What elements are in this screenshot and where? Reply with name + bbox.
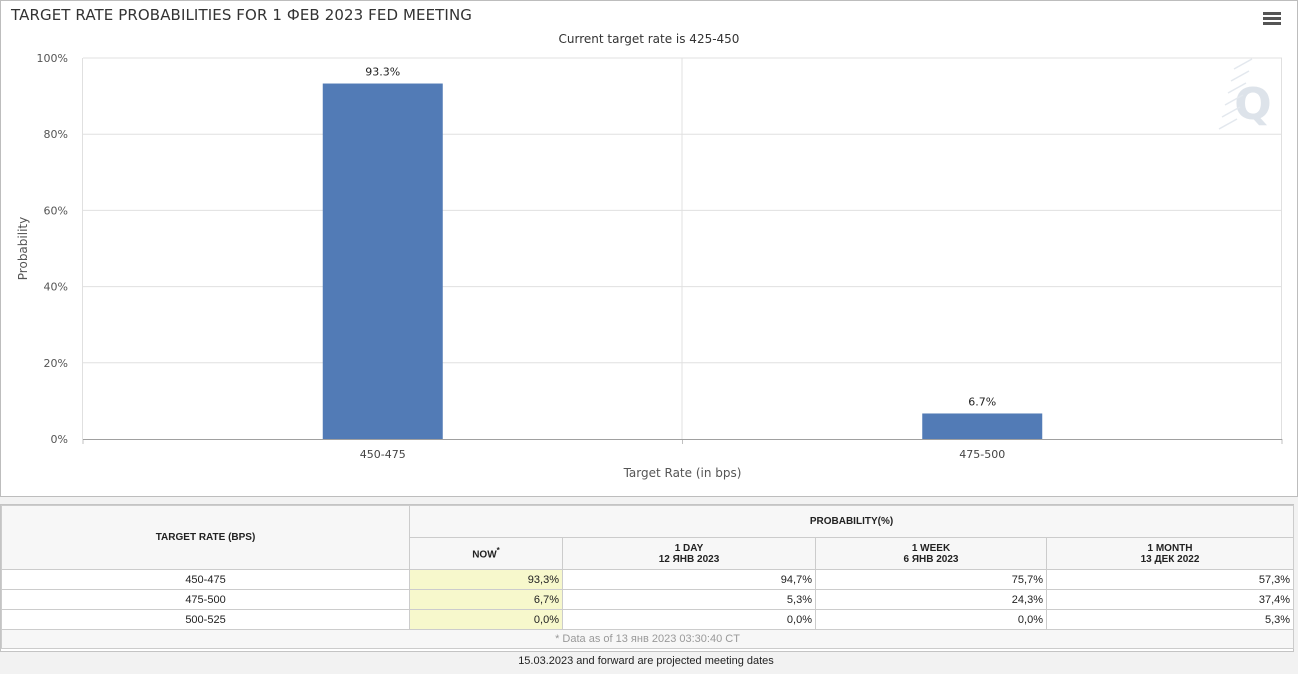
quikstrike-q-logo: Q [1234,79,1271,130]
y-axis-title: Probability [16,217,30,280]
now-cell: 0,0% [409,609,563,630]
watermark-stroke [1230,70,1250,82]
table-row: 500-525 0,0% 0,0% 0,0% 5,3% [1,609,1295,630]
week-cell: 0,0% [815,609,1047,630]
week-cell: 24,3% [815,589,1047,610]
y-tick-label: 100% [37,52,68,65]
watermark-stroke [1221,106,1241,118]
one-week-header: 1 WEEK 6 ЯНВ 2023 [815,537,1047,570]
rate-cell: 500-525 [1,609,410,630]
data-label: 93.3% [365,66,400,79]
probability-table-panel: TARGET RATE (BPS) PROBABILITY(%) NOW* 1 … [0,504,1295,652]
y-tick-label: 20% [44,357,68,370]
chart-panel: TARGET RATE PROBABILITIES FOR 1 ФЕВ 2023… [0,0,1298,497]
one-month-header: 1 MONTH 13 ДЕК 2022 [1045,537,1295,570]
one-day-header: 1 DAY 12 ЯНВ 2023 [562,537,816,570]
week-cell: 75,7% [815,569,1047,590]
y-tick-label: 40% [44,281,68,294]
month-cell: 37,4% [1045,589,1295,610]
rate-cell: 475-500 [1,589,410,610]
bar [922,413,1043,439]
watermark-stroke [1227,82,1247,94]
x-axis-title: Target Rate (in bps) [623,466,742,480]
day-cell: 94,7% [562,569,816,590]
watermark-stroke [1218,118,1238,130]
y-tick-label: 0% [51,433,68,446]
probability-table: TARGET RATE (BPS) PROBABILITY(%) NOW* 1 … [0,505,1295,649]
day-cell: 0,0% [562,609,816,630]
month-cell: 57,3% [1045,569,1295,590]
now-cell: 6,7% [409,589,563,610]
chart-plot: 0% 20% 40% 60% 80% 100% Q 93.3% 450-475 6.7% 475-5… [16,52,1283,480]
y-tick-label: 80% [44,128,68,141]
watermark-stroke [1224,94,1244,106]
target-rate-header: TARGET RATE (BPS) [1,505,410,570]
x-tick-label: 450-475 [360,448,406,461]
footnote-row: * Data as of 13 янв 2023 03:30:40 CT [0,629,1295,649]
data-label: 6.7% [968,395,996,408]
probability-header: PROBABILITY(%) [408,505,1295,538]
x-tick-label: 475-500 [959,448,1005,461]
bar [322,83,443,439]
day-cell: 5,3% [562,589,816,610]
hamburger-menu-icon[interactable] [1263,12,1281,28]
table-row: 450-475 93,3% 94,7% 75,7% 57,3% [1,569,1295,590]
now-cell: 93,3% [409,569,563,590]
rate-cell: 450-475 [1,569,410,590]
month-cell: 5,3% [1045,609,1295,630]
chart-title: TARGET RATE PROBABILITIES FOR 1 ФЕВ 2023… [11,6,472,24]
chart-subtitle: Current target rate is 425-450 [558,32,740,46]
projected-dates-note: 15.03.2023 and forward are projected mee… [518,655,774,667]
data-timestamp-footnote: * Data as of 13 янв 2023 03:30:40 CT [0,629,1295,649]
now-header: NOW* [409,537,563,570]
watermark-stroke [1233,58,1253,70]
table-row: 475-500 6,7% 5,3% 24,3% 37,4% [1,589,1295,610]
y-tick-label: 60% [44,204,68,217]
